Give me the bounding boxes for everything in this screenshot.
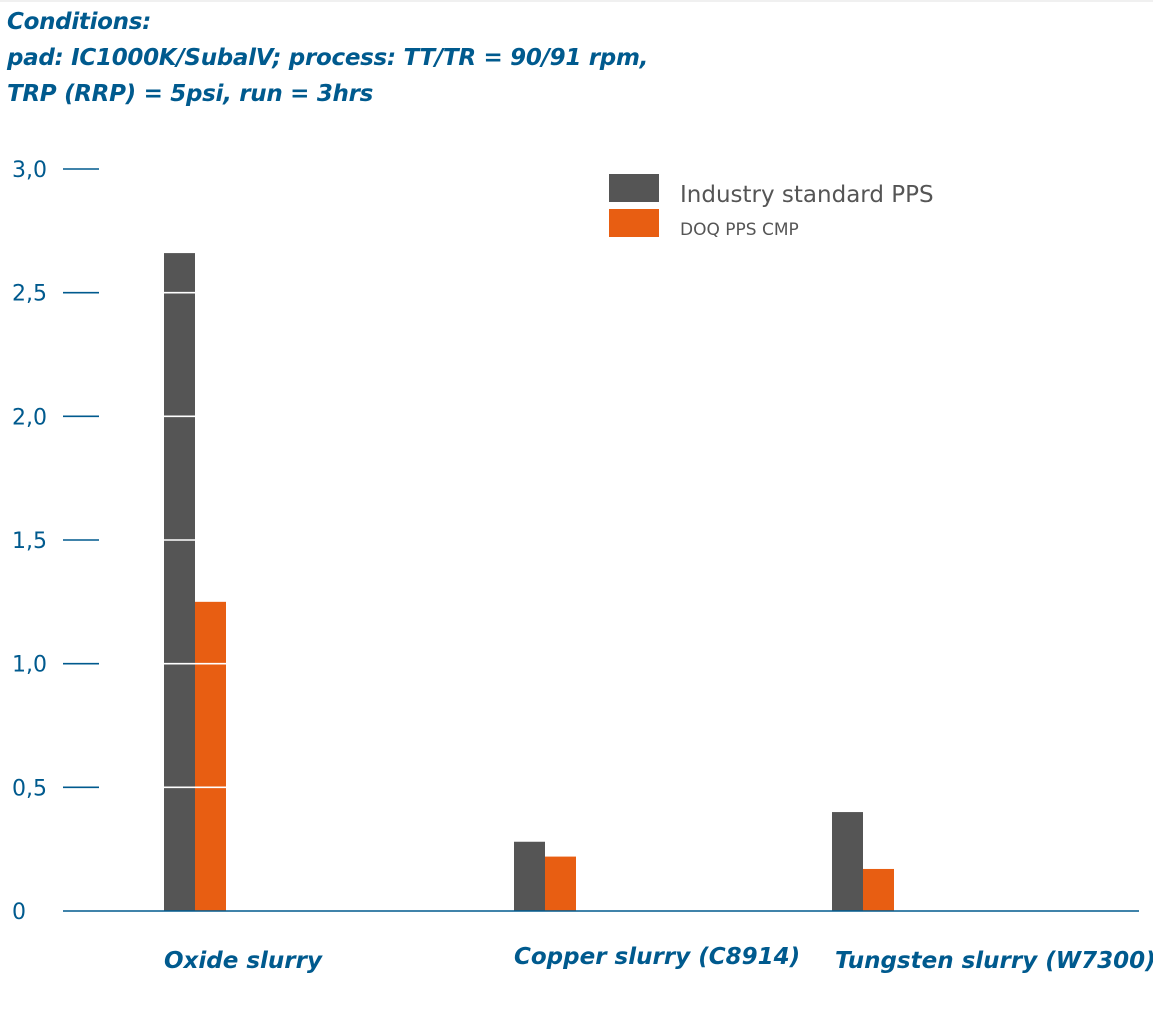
bar-doq xyxy=(195,601,226,911)
bar-industry-standard xyxy=(164,253,195,912)
y-tick-label: 3,0 xyxy=(12,158,47,183)
legend-swatch xyxy=(609,209,659,237)
y-tick-label: 0 xyxy=(12,900,26,925)
legend-label: DOQ PPS CMP xyxy=(680,220,799,240)
legend-swatch xyxy=(609,174,659,202)
y-tick-label: 1,5 xyxy=(12,529,47,554)
conditions-line-2: TRP (RRP) = 5psi, run = 3hrs xyxy=(7,81,374,107)
y-tick-label: 0,5 xyxy=(12,776,47,801)
y-tick-label: 1,0 xyxy=(12,653,47,678)
bar-doq xyxy=(863,868,894,911)
y-tick-label: 2,5 xyxy=(12,282,47,307)
legend-label: Industry standard PPS xyxy=(680,182,934,208)
top-rule xyxy=(0,0,1153,2)
category-label: Copper slurry (C8914) xyxy=(514,944,800,970)
bar-industry-standard xyxy=(514,841,545,911)
y-tick-label: 2,0 xyxy=(12,405,47,430)
category-label: Tungsten slurry (W7300) xyxy=(835,948,1153,974)
conditions-heading: Conditions: xyxy=(7,9,152,35)
conditions-line-1: pad: IC1000K/SubalV; process: TT/TR = 90… xyxy=(7,45,649,71)
bar-industry-standard xyxy=(832,812,863,911)
bar-doq xyxy=(545,856,576,911)
category-label: Oxide slurry xyxy=(164,948,323,974)
